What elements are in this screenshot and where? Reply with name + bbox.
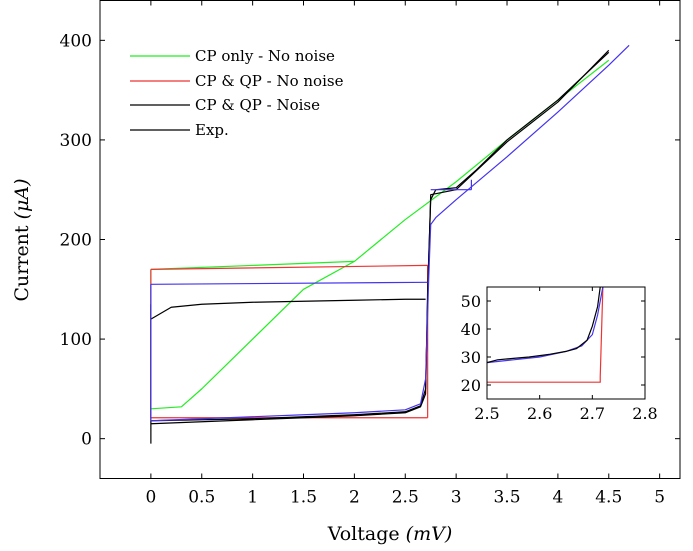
x-tick-label: 1.5 bbox=[290, 488, 317, 508]
y-tick-label: 300 bbox=[60, 131, 92, 151]
series-3-segment-0 bbox=[150, 49, 610, 422]
series-2-segment-2 bbox=[150, 298, 426, 320]
x-tick-label: 3 bbox=[451, 488, 462, 508]
x-axis-title-text: Voltage bbox=[327, 523, 400, 545]
inset-y-tick-label: 20 bbox=[461, 376, 481, 395]
y-tick-label: 200 bbox=[60, 231, 92, 251]
legend: CP only - No noise CP & QP - No noise CP… bbox=[130, 47, 344, 139]
y-axis-title-unit: (μA) bbox=[11, 178, 33, 219]
x-tick-label: 4 bbox=[552, 488, 563, 508]
y-axis-title: Current (μA) bbox=[11, 178, 33, 301]
inset-x-tick-label: 2.6 bbox=[527, 404, 552, 423]
series-4-segment-1 bbox=[150, 44, 630, 422]
y-tick-label: 100 bbox=[60, 330, 92, 350]
x-tick-label: 0.5 bbox=[188, 488, 215, 508]
inset-y-tick-label: 50 bbox=[461, 292, 481, 311]
series-4-segment-0 bbox=[150, 281, 428, 285]
inset-series-2 bbox=[486, 286, 601, 364]
inset-frame bbox=[486, 286, 646, 400]
series-1-segment-2 bbox=[150, 264, 428, 270]
y-axis-title-text: Current bbox=[11, 225, 33, 301]
inset-plot: 2.5 2.6 2.7 2.8 20 30 40 50 bbox=[461, 286, 658, 423]
inset-x-tick-label: 2.8 bbox=[632, 404, 657, 423]
x-tick-label: 3.5 bbox=[493, 488, 520, 508]
inset-series-group bbox=[486, 286, 604, 383]
x-tick-label: 2 bbox=[349, 488, 360, 508]
x-tick-label: 5 bbox=[654, 488, 665, 508]
x-tick-label: 0 bbox=[145, 488, 156, 508]
x-axis-title-unit: (mV) bbox=[406, 523, 453, 545]
inset-axis-ticks: 2.5 2.6 2.7 2.8 20 30 40 50 bbox=[461, 287, 658, 423]
x-axis-title: Voltage (mV) bbox=[327, 523, 453, 545]
series-0-segment-2 bbox=[150, 260, 355, 270]
legend-label-exp: Exp. bbox=[195, 121, 229, 139]
y-tick-label: 400 bbox=[60, 31, 92, 51]
inset-background bbox=[487, 287, 645, 399]
inset-y-tick-label: 30 bbox=[461, 348, 481, 367]
y-tick-label: 0 bbox=[81, 430, 92, 450]
inset-x-tick-label: 2.7 bbox=[580, 404, 605, 423]
inset-series-0 bbox=[487, 286, 604, 383]
inset-y-tick-label: 40 bbox=[461, 320, 481, 339]
main-series-group bbox=[150, 44, 630, 444]
axis-titles: Voltage (mV) Current (μA) bbox=[11, 178, 452, 545]
x-tick-label: 4.5 bbox=[595, 488, 622, 508]
x-tick-label: 1 bbox=[247, 488, 258, 508]
inset-series-1 bbox=[486, 286, 604, 364]
legend-label-cp-qp: CP & QP - No noise bbox=[195, 72, 344, 90]
x-tick-label: 2.5 bbox=[392, 488, 419, 508]
inset-x-tick-label: 2.5 bbox=[474, 404, 499, 423]
legend-label-cp-only: CP only - No noise bbox=[195, 47, 335, 65]
legend-label-cp-qp-noise: CP & QP - Noise bbox=[195, 96, 320, 114]
